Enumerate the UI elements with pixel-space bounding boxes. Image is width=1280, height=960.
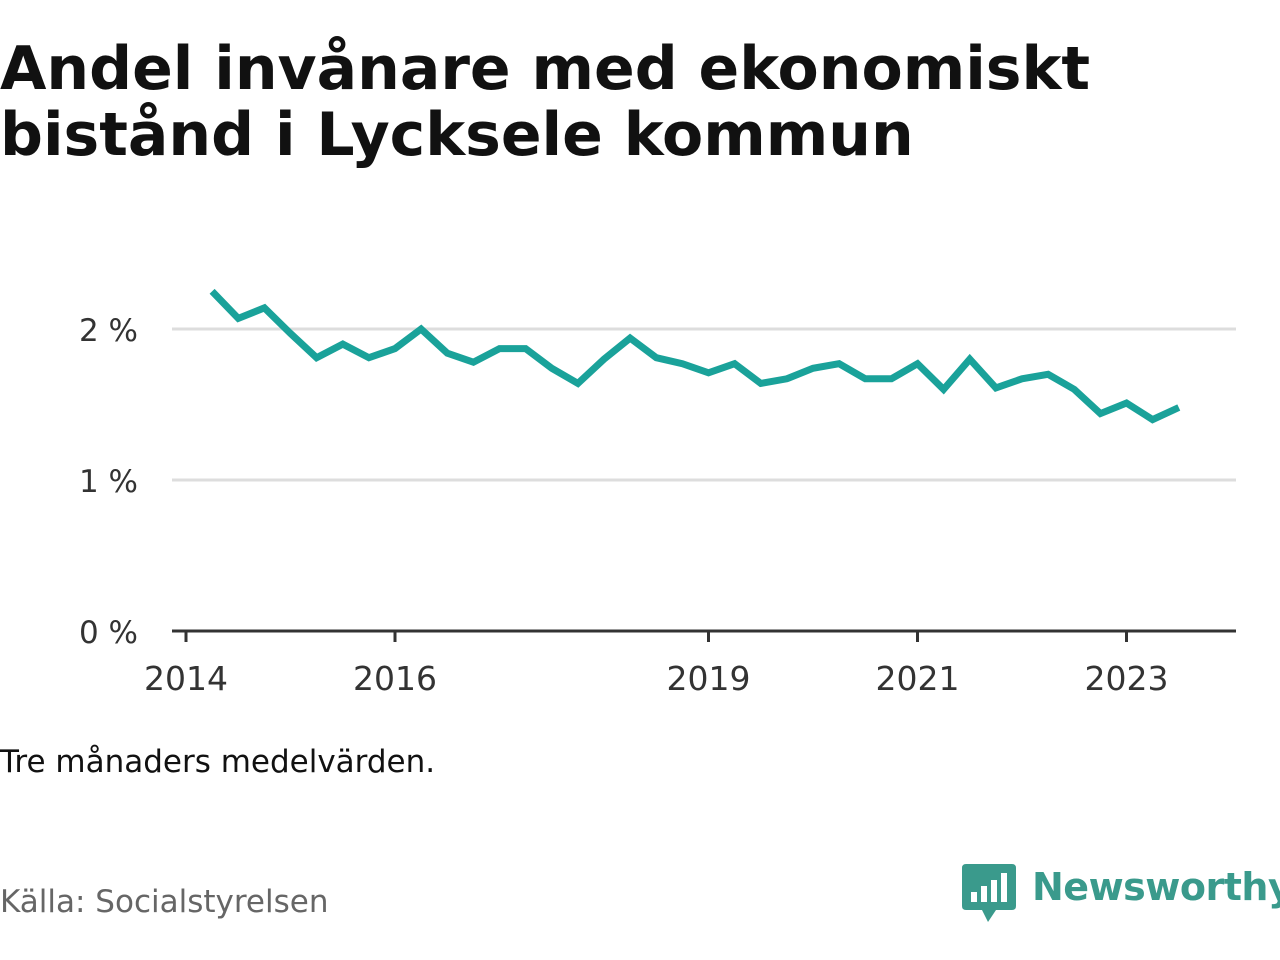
x-tick-label: 2014 [144,659,228,698]
x-tick-label: 2021 [876,659,960,698]
newsworthy-brand-name: Newsworthy [1032,865,1280,909]
newsworthy-logo-icon [962,864,1016,922]
line-chart: 0 % 1 % 2 % 2014 2016 2019 2021 2023 [79,288,1236,698]
y-tick-label: 1 % [79,464,138,500]
x-axis-ticks [184,631,1128,642]
x-tick-label: 2023 [1085,659,1169,698]
y-tick-label: 0 % [79,615,138,651]
newsworthy-logo[interactable]: Newsworthy [962,864,1280,926]
x-tick-label: 2019 [667,659,751,698]
chart-title: Andel invånare med ekonomiskt bistånd i … [0,34,1091,170]
x-axis-labels: 2014 2016 2019 2021 2023 [144,659,1168,698]
chart-note: Tre månaders medelvärden. [0,744,436,780]
y-tick-label: 2 % [79,313,138,349]
x-tick-label: 2016 [353,659,437,698]
grid-lines [172,327,1236,482]
y-axis-labels: 0 % 1 % 2 % [79,313,138,651]
source-label: Källa: Socialstyrelsen [0,884,329,920]
series-line [209,288,1181,424]
